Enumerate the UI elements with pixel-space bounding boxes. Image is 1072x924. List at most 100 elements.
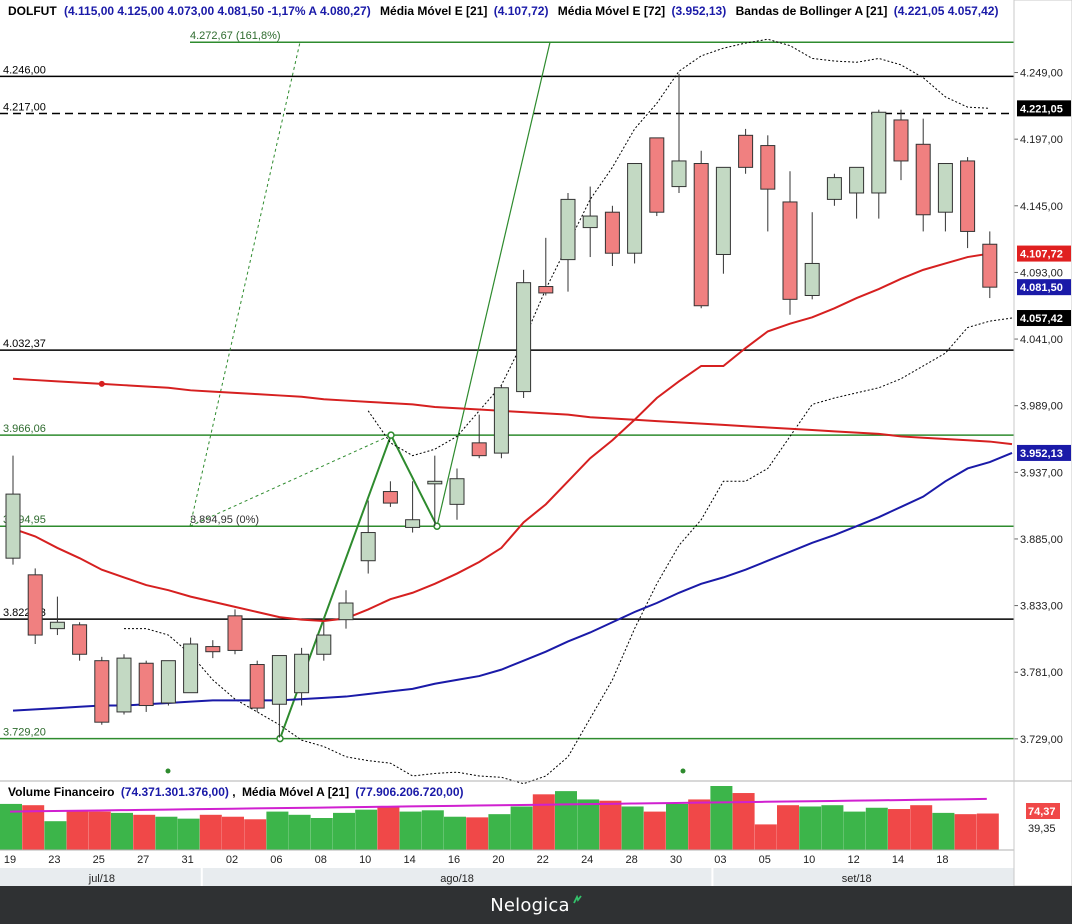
candle-44 bbox=[982, 231, 998, 299]
candle-body-13 bbox=[294, 653, 310, 694]
price-tag-4: 3.952,13 bbox=[1020, 448, 1063, 460]
volume-bar-29 bbox=[643, 811, 666, 850]
candle-body-33 bbox=[738, 134, 754, 168]
volume-bar-28 bbox=[621, 806, 644, 850]
candle-body-24 bbox=[538, 286, 554, 294]
candle-13 bbox=[294, 647, 310, 706]
volume-bar-40 bbox=[888, 809, 910, 850]
candle-body-30 bbox=[671, 160, 687, 188]
volume-ma-line bbox=[9, 797, 987, 813]
hline-label-2: 4.032,37 bbox=[3, 338, 46, 350]
y-tick-label-4: 4.041,00 bbox=[1020, 334, 1063, 346]
month-label-0: jul/18 bbox=[88, 873, 115, 885]
candle-body-40 bbox=[893, 119, 909, 162]
volume-bar-39 bbox=[865, 807, 888, 850]
volume-bar-24 bbox=[532, 794, 555, 850]
volume-bar-19 bbox=[421, 810, 444, 850]
volume-bar-3 bbox=[66, 810, 89, 850]
header-ind-1-value: (4.107,72) bbox=[494, 4, 549, 18]
candle-body-41 bbox=[915, 143, 931, 216]
volume-bar-44 bbox=[976, 813, 999, 850]
candle-1 bbox=[27, 568, 43, 645]
candle-body-23 bbox=[516, 282, 532, 393]
candle-body-43 bbox=[960, 160, 976, 232]
ema-long bbox=[12, 377, 1013, 446]
hline-label-3: 3.966,06 bbox=[3, 423, 46, 435]
candle-40 bbox=[893, 109, 909, 181]
bb-lower bbox=[124, 317, 1013, 785]
fib-anchor-1 bbox=[387, 431, 395, 439]
y-tick-label-0: 4.249,00 bbox=[1020, 68, 1063, 80]
volume-bar-4 bbox=[88, 811, 111, 850]
candle-19 bbox=[427, 455, 443, 527]
time-axis: 19 23 25 27 31 02 06 08 10 14 16 20 22 24 28 30 03 05 10 12… bbox=[4, 854, 949, 866]
candle-body-2 bbox=[49, 621, 65, 630]
candle-body-14 bbox=[316, 634, 332, 655]
volume-comma: , bbox=[232, 785, 235, 799]
volume-tag-bg bbox=[1026, 803, 1060, 819]
month-bar: jul/18 ago/18 set/18 bbox=[0, 868, 1014, 886]
x-tick-label-4: 31 bbox=[181, 854, 193, 866]
candle-body-18 bbox=[405, 519, 421, 528]
y-tick-label-8: 3.833,00 bbox=[1020, 601, 1063, 613]
candle-20 bbox=[449, 468, 465, 520]
x-tick-label-13: 24 bbox=[581, 854, 593, 866]
candle-0 bbox=[5, 455, 21, 565]
candle-39 bbox=[871, 109, 887, 219]
candle-body-20 bbox=[449, 478, 465, 505]
fibonacci-tool[interactable]: 4.272,67 (161,8%) 3.894,95 (0%) bbox=[165, 30, 1015, 774]
volume-bar-27 bbox=[599, 800, 622, 850]
fib-guide-left bbox=[189, 42, 301, 527]
price-tags: 4.221,05 4.107,72 4.081,50 4.057,42 3.952,13 bbox=[1017, 100, 1071, 461]
candle-21 bbox=[471, 414, 487, 459]
candle-5 bbox=[116, 654, 132, 715]
volume-bar-13 bbox=[288, 814, 311, 850]
x-tick-label-7: 08 bbox=[315, 854, 327, 866]
month-label-1: ago/18 bbox=[440, 873, 474, 885]
candle-4 bbox=[94, 656, 110, 725]
volume-bar-37 bbox=[821, 805, 844, 850]
candle-body-34 bbox=[760, 145, 776, 190]
volume-bar-33 bbox=[732, 793, 755, 850]
price-tag-bg-0 bbox=[1017, 100, 1071, 117]
volume-bar-38 bbox=[843, 811, 866, 850]
volume-bar-7 bbox=[155, 816, 178, 850]
x-tick-label-8: 10 bbox=[359, 854, 371, 866]
volume-bar-31 bbox=[688, 799, 711, 850]
nelogica-logo-icon bbox=[572, 895, 582, 904]
x-tick-label-10: 16 bbox=[448, 854, 460, 866]
candle-body-22 bbox=[493, 387, 509, 454]
volume-header: Volume Financeiro (74.371.301.376,00) , … bbox=[8, 785, 464, 799]
volume-bar-34 bbox=[754, 824, 777, 850]
hline-label-6: 3.729,20 bbox=[3, 727, 46, 739]
candle-body-26 bbox=[582, 215, 598, 229]
candle-body-37 bbox=[826, 177, 842, 200]
volume-bar-6 bbox=[133, 814, 156, 850]
y-tick-label-2: 4.145,00 bbox=[1020, 201, 1063, 213]
hline-label-1: 4.217,00 bbox=[3, 102, 46, 114]
volume-bars bbox=[0, 786, 999, 850]
candle-body-9 bbox=[205, 646, 221, 653]
y-tick-label-3: 4.093,00 bbox=[1020, 267, 1063, 279]
fib-projection bbox=[436, 42, 551, 527]
y-tick-label-7: 3.885,00 bbox=[1020, 534, 1063, 546]
price-tag-3: 4.057,42 bbox=[1020, 313, 1063, 325]
x-tick-label-20: 14 bbox=[892, 854, 904, 866]
bollinger-bands bbox=[124, 38, 1013, 785]
candle-body-5 bbox=[116, 657, 132, 713]
volume-title: Volume Financeiro bbox=[8, 785, 114, 799]
fib-anchor-0 bbox=[276, 734, 284, 743]
x-tick-label-11: 20 bbox=[492, 854, 504, 866]
candle-26 bbox=[582, 186, 598, 258]
volume-tag-2: 39,35 bbox=[1028, 823, 1056, 835]
x-tick-label-15: 30 bbox=[670, 854, 682, 866]
volume-bar-25 bbox=[555, 791, 577, 850]
volume-bar-16 bbox=[355, 809, 378, 850]
x-tick-label-5: 02 bbox=[226, 854, 238, 866]
x-tick-label-12: 22 bbox=[537, 854, 549, 866]
price-tag-bg-3 bbox=[1017, 310, 1071, 327]
candle-30 bbox=[671, 73, 687, 193]
candle-body-15 bbox=[338, 602, 354, 621]
header-ind-3-value: (4.221,05 4.057,42) bbox=[894, 4, 999, 18]
volume-bar-36 bbox=[799, 806, 822, 850]
